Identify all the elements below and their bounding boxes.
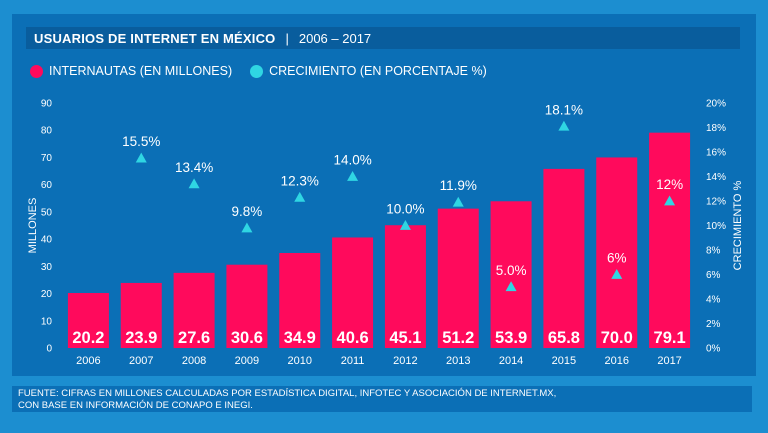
growth-marker (452, 196, 464, 207)
y2-tick-label: 18% (706, 123, 726, 134)
growth-marker (611, 269, 623, 279)
growth-value-label: 18.1% (545, 102, 583, 117)
y2-tick-label: 2% (706, 319, 721, 330)
growth-marker (188, 178, 200, 189)
growth-marker (135, 152, 147, 163)
growth-value-label: 5.0% (496, 263, 527, 278)
y2-tick-label: 20% (706, 99, 726, 110)
y-tick-label: 20 (41, 289, 53, 300)
page-title: USUARIOS DE INTERNET EN MÉXICO (34, 30, 276, 46)
bar (279, 252, 321, 348)
y-tick-label: 30 (41, 262, 53, 273)
growth-value-label: 15.5% (122, 134, 160, 149)
legend-swatch-growth (250, 64, 264, 78)
x-tick-label: 2006 (76, 355, 100, 367)
bar (173, 272, 215, 348)
y2-tick-label: 14% (706, 172, 726, 183)
x-tick-label: 2016 (605, 355, 629, 367)
y2-axis-title: CRECIMIENTO % (732, 180, 744, 270)
bar (384, 225, 426, 348)
y2-tick-label: 16% (706, 148, 726, 159)
y-tick-label: 40 (41, 235, 53, 246)
source-footer: FUENTE: CIFRAS EN MILLONES CALCULADAS PO… (12, 386, 752, 412)
legend-label-growth: CRECIMIENTO (EN PORCENTAJE %) (269, 64, 487, 78)
x-tick-label: 2009 (235, 355, 259, 367)
x-tick-label: 2012 (393, 355, 417, 367)
bar-value-label: 51.2 (442, 329, 474, 347)
bar (543, 168, 585, 348)
title-date-range: 2006 – 2017 (298, 30, 372, 46)
bar-value-label: 34.9 (284, 329, 316, 347)
y-tick-label: 90 (41, 99, 53, 110)
growth-value-label: 11.9% (440, 178, 477, 193)
bar-value-label: 70.0 (601, 329, 633, 347)
bar-value-label: 23.9 (125, 329, 157, 347)
bar-value-label: 45.1 (389, 329, 421, 347)
growth-value-label: 12% (656, 177, 683, 192)
y-tick-label: 50 (41, 207, 53, 218)
growth-marker (294, 191, 306, 202)
x-tick-label: 2015 (552, 355, 576, 367)
y2-tick-label: 0% (706, 344, 721, 355)
y2-tick-label: 12% (706, 197, 726, 208)
legend-item-bars: INTERNAUTAS (EN MILLONES) (30, 64, 232, 78)
y2-tick-label: 10% (706, 221, 726, 232)
bar (67, 293, 109, 348)
growth-marker (347, 171, 359, 181)
y-axis-title: MILLONES (27, 198, 39, 254)
growth-value-label: 10.0% (386, 202, 424, 217)
legend-swatch-bars (30, 64, 43, 78)
growth-value-label: 13.4% (175, 160, 213, 175)
legend-item-growth: CRECIMIENTO (EN PORCENTAJE %) (250, 64, 487, 78)
growth-marker (505, 281, 517, 292)
y-tick-label: 10 (41, 316, 53, 327)
growth-marker (399, 220, 411, 230)
bar (437, 208, 479, 348)
growth-value-label: 14.0% (333, 153, 371, 168)
x-tick-label: 2013 (446, 355, 470, 367)
growth-value-label: 9.8% (232, 204, 263, 219)
x-tick-label: 2010 (288, 355, 312, 367)
x-tick-label: 2007 (129, 355, 153, 367)
bar (226, 264, 268, 348)
y2-tick-label: 4% (706, 295, 721, 306)
growth-value-label: 12.3% (281, 173, 319, 188)
x-tick-label: 2008 (182, 355, 206, 367)
legend: INTERNAUTAS (EN MILLONES) CRECIMIENTO (E… (30, 62, 505, 80)
growth-value-label: 6% (607, 251, 627, 266)
y2-tick-label: 8% (706, 246, 721, 257)
y-tick-label: 80 (41, 126, 53, 137)
legend-label-bars: INTERNAUTAS (EN MILLONES) (49, 64, 233, 78)
x-tick-label: 2017 (657, 355, 681, 367)
bar-value-label: 65.8 (548, 329, 580, 347)
bar-value-label: 20.2 (72, 329, 104, 347)
y-tick-label: 70 (41, 153, 53, 164)
bar (120, 282, 162, 348)
bar-value-label: 27.6 (178, 329, 210, 347)
bar-value-label: 40.6 (337, 329, 369, 347)
bar-value-label: 30.6 (231, 329, 263, 347)
footer-line-1: FUENTE: CIFRAS EN MILLONES CALCULADAS PO… (18, 388, 557, 399)
y2-tick-label: 6% (706, 270, 721, 281)
bar (649, 132, 691, 348)
x-tick-label: 2011 (341, 355, 365, 367)
y-tick-label: 0 (46, 344, 52, 355)
growth-marker (241, 222, 253, 233)
bar (596, 157, 638, 348)
growth-marker (664, 195, 676, 206)
bar-value-label: 79.1 (654, 329, 686, 347)
title-bar: USUARIOS DE INTERNET EN MÉXICO | 2006 – … (26, 27, 740, 49)
bar-value-label: 53.9 (495, 329, 527, 347)
title-separator: | (285, 30, 289, 46)
y-tick-label: 60 (41, 180, 53, 191)
x-tick-label: 2014 (499, 355, 523, 367)
footer-line-2: CON BASE EN INFORMACIÓN DE CONAPO E INEG… (18, 400, 253, 411)
bar (490, 201, 532, 348)
growth-marker (558, 120, 570, 131)
bar (332, 237, 374, 348)
